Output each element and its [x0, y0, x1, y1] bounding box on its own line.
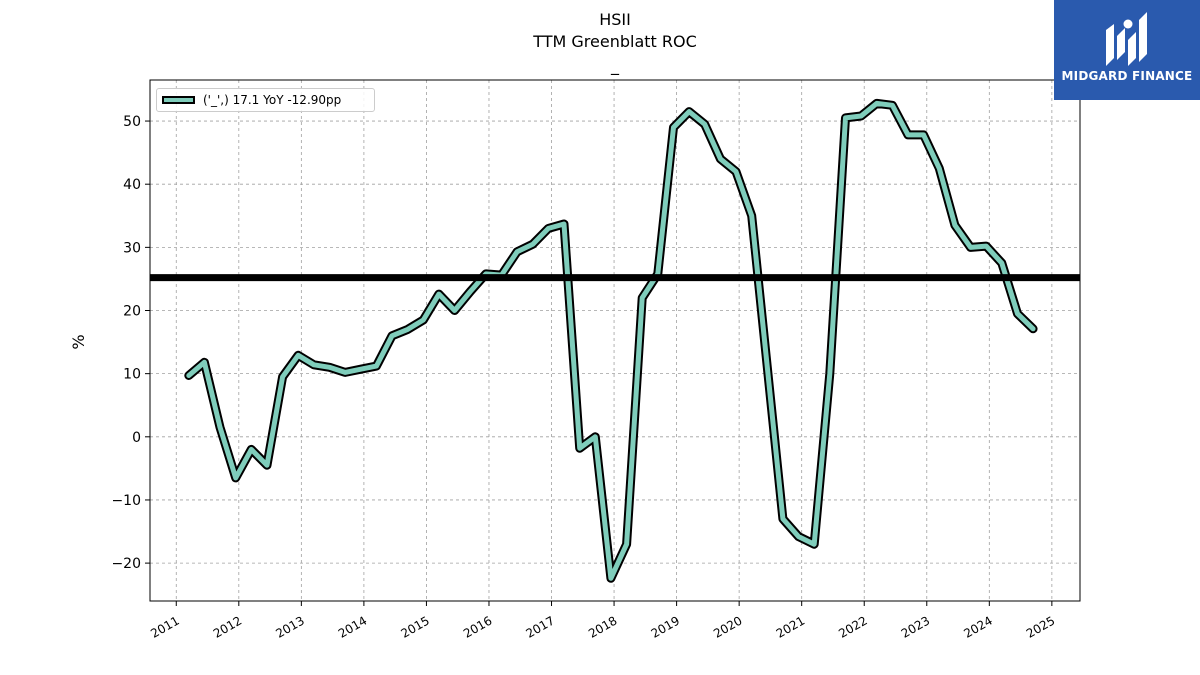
y-tick-label: 20 [123, 304, 141, 320]
y-tick-label: 10 [123, 367, 141, 383]
grid-lines [150, 80, 1080, 601]
chart-subtitle-underscore: _ [611, 56, 619, 75]
x-tick-label: 2020 [711, 613, 744, 640]
y-tick-label: −10 [111, 493, 141, 509]
logo-text: MIDGARD FINANCE [1061, 69, 1193, 83]
x-tick-label: 2015 [398, 613, 431, 640]
x-tick-label: 2011 [148, 613, 181, 640]
y-axis: −20 −10 0 10 20 30 40 50 [111, 114, 150, 572]
x-tick-label: 2014 [336, 613, 369, 640]
legend-swatch [162, 96, 195, 104]
plot-frame [149, 79, 1081, 602]
x-tick-label: 2023 [899, 613, 932, 640]
x-tick-label: 2013 [273, 613, 306, 640]
x-axis: 2011 2012 2013 2014 2015 2016 2017 2018 2019 2020… [148, 601, 1057, 641]
logo-mark-icon [1106, 12, 1147, 66]
y-axis-label: % [69, 334, 88, 349]
legend: ('_',) 17.1 YoY -12.90pp [156, 88, 375, 112]
x-tick-label: 2022 [836, 613, 869, 640]
y-tick-label: 30 [123, 240, 141, 256]
series-line-outline [184, 98, 1038, 583]
series-line [186, 100, 1036, 581]
x-tick-label: 2016 [461, 613, 494, 640]
x-tick-label: 2012 [211, 613, 244, 640]
x-tick-label: 2021 [774, 613, 807, 640]
y-tick-label: 40 [123, 177, 141, 193]
chart-subtitle: TTM Greenblatt ROC [533, 32, 697, 51]
y-tick-label: 50 [123, 114, 141, 130]
chart-title: HSII [599, 10, 631, 29]
series-layer [184, 98, 1038, 583]
x-tick-label: 2018 [586, 613, 619, 640]
x-tick-label: 2024 [961, 613, 994, 640]
x-tick-label: 2017 [524, 613, 557, 640]
y-tick-label: −20 [111, 556, 141, 572]
y-tick-label: 0 [132, 430, 141, 446]
x-tick-label: 2025 [1024, 613, 1057, 640]
brand-logo: MIDGARD FINANCE [1054, 0, 1200, 100]
x-tick-label: 2019 [649, 613, 682, 640]
legend-label: ('_',) 17.1 YoY -12.90pp [203, 93, 342, 107]
